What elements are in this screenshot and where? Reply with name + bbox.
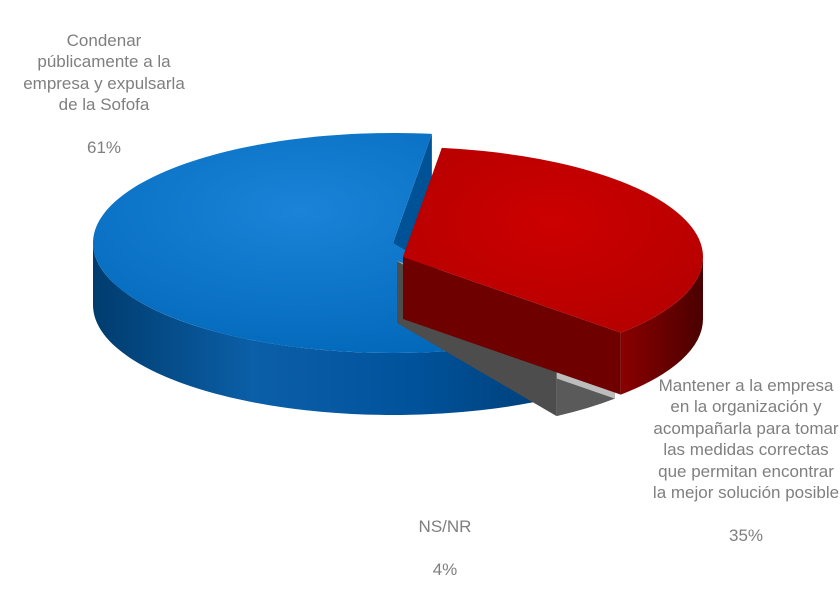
pie-slice-mantener	[403, 147, 703, 395]
slice-label-mantener-text: Mantener a la empresa en la organización…	[652, 375, 840, 503]
slice-label-condenar-value: 61%	[86, 138, 122, 157]
slice-label-mantener: Mantener a la empresa en la organización…	[652, 353, 840, 568]
pie-top-mantener	[403, 147, 703, 333]
slice-label-nsnr-value: 4%	[432, 559, 458, 579]
pie-side-condenar	[93, 243, 553, 415]
pie-side-mantener	[620, 257, 703, 395]
slice-label-nsnr-text: NS/NR	[418, 516, 472, 536]
slice-label-condenar-text: Condenar públicamente a la empresa y exp…	[23, 30, 185, 115]
pie-cut-mantener	[403, 257, 621, 395]
slice-label-nsnr: NS/NR 4%	[390, 494, 500, 602]
slice-label-mantener-value: 35%	[728, 526, 764, 545]
slice-label-condenar: Condenar públicamente a la empresa y exp…	[20, 8, 188, 180]
